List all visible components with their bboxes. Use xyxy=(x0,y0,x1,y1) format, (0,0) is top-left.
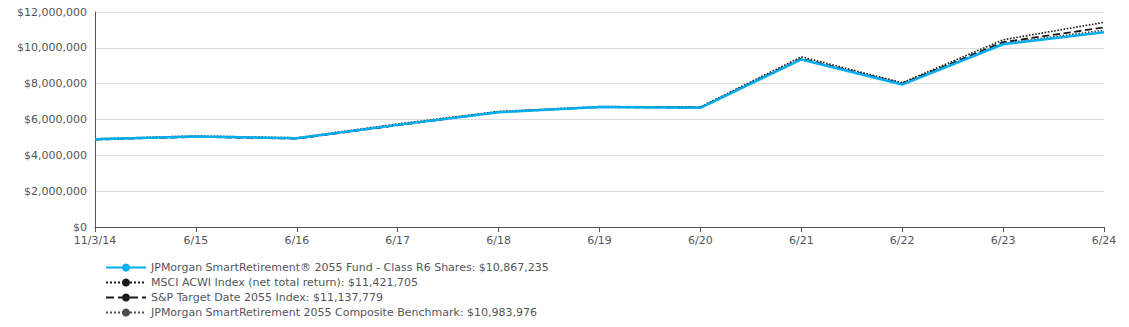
svg-text:$10,000,000: $10,000,000 xyxy=(17,41,87,54)
svg-text:6/22: 6/22 xyxy=(890,234,915,247)
svg-text:JPMorgan SmartRetirement 2055: JPMorgan SmartRetirement 2055 Composite … xyxy=(150,306,537,319)
svg-text:6/17: 6/17 xyxy=(385,234,410,247)
svg-text:$4,000,000: $4,000,000 xyxy=(24,149,87,162)
svg-text:6/24: 6/24 xyxy=(1092,234,1117,247)
svg-text:MSCI ACWI Index (net total ret: MSCI ACWI Index (net total return): $11,… xyxy=(151,276,418,289)
svg-text:11/3/14: 11/3/14 xyxy=(74,234,116,247)
svg-text:$12,000,000: $12,000,000 xyxy=(17,6,87,19)
svg-text:$8,000,000: $8,000,000 xyxy=(24,77,87,90)
svg-text:6/16: 6/16 xyxy=(284,234,309,247)
svg-text:S&P Target Date 2055 Index: $1: S&P Target Date 2055 Index: $11,137,779 xyxy=(151,291,383,304)
svg-text:6/19: 6/19 xyxy=(587,234,612,247)
svg-text:6/15: 6/15 xyxy=(184,234,209,247)
svg-text:$2,000,000: $2,000,000 xyxy=(24,185,87,198)
svg-text:6/23: 6/23 xyxy=(991,234,1016,247)
svg-text:6/18: 6/18 xyxy=(486,234,511,247)
svg-text:$0: $0 xyxy=(73,221,87,234)
svg-text:JPMorgan SmartRetirement® 2055: JPMorgan SmartRetirement® 2055 Fund - Cl… xyxy=(150,261,549,274)
svg-text:$6,000,000: $6,000,000 xyxy=(24,113,87,126)
svg-text:6/21: 6/21 xyxy=(789,234,814,247)
svg-text:6/20: 6/20 xyxy=(688,234,713,247)
